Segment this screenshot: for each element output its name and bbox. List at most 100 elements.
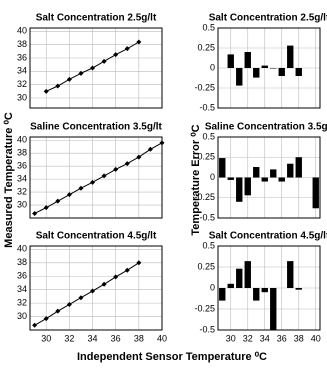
chart-title: Salt Concentration 4.5g/lt — [209, 231, 327, 242]
plot-frame — [217, 27, 321, 109]
y-tick-label: 32 — [17, 297, 27, 307]
bar — [287, 163, 294, 178]
y-tick-label: 0.25 — [197, 261, 215, 271]
y-tick-label: 38 — [17, 39, 27, 49]
y-tick-label: 36 — [17, 52, 27, 62]
bar — [270, 169, 277, 178]
bar — [278, 68, 285, 76]
bar — [270, 68, 277, 69]
bar — [236, 68, 243, 86]
line — [34, 262, 140, 326]
bar — [312, 177, 319, 209]
y-tick-label: 32 — [17, 186, 27, 196]
marker — [90, 288, 96, 294]
bar — [287, 261, 294, 288]
marker — [113, 274, 119, 280]
marker — [124, 46, 130, 52]
marker — [66, 301, 72, 307]
y-tick-label: 40 — [17, 135, 27, 145]
y-tick-label: 0.25 — [197, 42, 215, 52]
y-tick-label: 0.5 — [202, 131, 215, 141]
y-tick-label: -0.5 — [199, 102, 215, 112]
plot-frame — [29, 27, 163, 109]
y-tick-label: 38 — [17, 257, 27, 267]
chart-title: Salt Concentration 2.5g/lt — [36, 13, 157, 24]
marker — [101, 173, 107, 179]
marker — [43, 205, 49, 211]
x-tick-label: 32 — [243, 333, 253, 343]
bar — [244, 177, 251, 196]
bar — [227, 177, 234, 180]
chart-title: Saline Concentration 3.5g/lt — [30, 122, 162, 133]
x-tick-label: 40 — [311, 333, 321, 343]
y-tick-label: 30 — [17, 92, 27, 102]
marker — [78, 295, 84, 301]
bar — [253, 288, 260, 301]
y-tick-label: 0 — [210, 172, 215, 182]
bar — [287, 45, 294, 68]
marker — [136, 154, 142, 160]
y-tick-label: 32 — [17, 79, 27, 89]
bar — [244, 261, 251, 288]
plot-frame — [29, 245, 163, 331]
x-tick-label: 30 — [226, 333, 236, 343]
chart-title: Salt Concentration 2.5g/lt — [209, 13, 327, 24]
y-tick-label: 0.25 — [197, 152, 215, 162]
marker — [147, 146, 153, 152]
x-tick-label: 32 — [64, 333, 74, 343]
y-tick-label: 40 — [17, 244, 27, 254]
axis-label: Temperature Error ⁰C — [190, 124, 202, 235]
bar — [236, 268, 243, 288]
chart-title: Saline Concentration 3.5g/l — [205, 122, 327, 133]
y-tick-label: 40 — [17, 26, 27, 36]
marker — [136, 260, 142, 266]
marker — [136, 39, 142, 45]
bar — [227, 54, 234, 68]
y-tick-label: 34 — [17, 66, 27, 76]
marker — [90, 65, 96, 71]
marker — [159, 140, 165, 146]
marker — [43, 316, 49, 322]
line — [34, 142, 163, 214]
marker — [43, 88, 49, 94]
bar — [295, 157, 302, 178]
bar — [270, 288, 277, 330]
bar — [261, 65, 268, 68]
axis-label: Measured Temperature ⁰C — [3, 112, 15, 248]
y-tick-label: 0 — [210, 62, 215, 72]
plot-frame — [217, 245, 321, 331]
bar — [261, 288, 268, 293]
marker — [55, 198, 61, 204]
bar — [278, 177, 285, 182]
y-tick-label: 36 — [17, 271, 27, 281]
y-tick-label: 0 — [210, 282, 215, 292]
x-tick-label: 40 — [157, 333, 167, 343]
y-tick-label: 34 — [17, 284, 27, 294]
x-tick-label: 36 — [277, 333, 287, 343]
y-tick-label: -0.5 — [199, 324, 215, 334]
marker — [66, 76, 72, 82]
marker — [124, 161, 130, 167]
y-tick-label: -0.25 — [194, 303, 215, 313]
y-tick-label: 0.5 — [202, 22, 215, 32]
bar — [236, 177, 243, 202]
y-tick-label: 30 — [17, 311, 27, 321]
x-tick-label: 38 — [294, 333, 304, 343]
bar — [261, 177, 268, 182]
bar — [244, 52, 251, 68]
marker — [113, 166, 119, 172]
marker — [55, 308, 61, 314]
bar — [227, 283, 234, 288]
plot-frame — [29, 136, 163, 219]
marker — [32, 210, 38, 216]
x-tick-label: 34 — [88, 333, 98, 343]
marker — [101, 281, 107, 287]
y-tick-label: -0.25 — [194, 192, 215, 202]
marker — [78, 185, 84, 191]
x-tick-label: 34 — [260, 333, 270, 343]
bar — [253, 166, 260, 178]
marker — [90, 179, 96, 185]
chart-title: Salt Concentration 4.5g/lt — [36, 231, 157, 242]
